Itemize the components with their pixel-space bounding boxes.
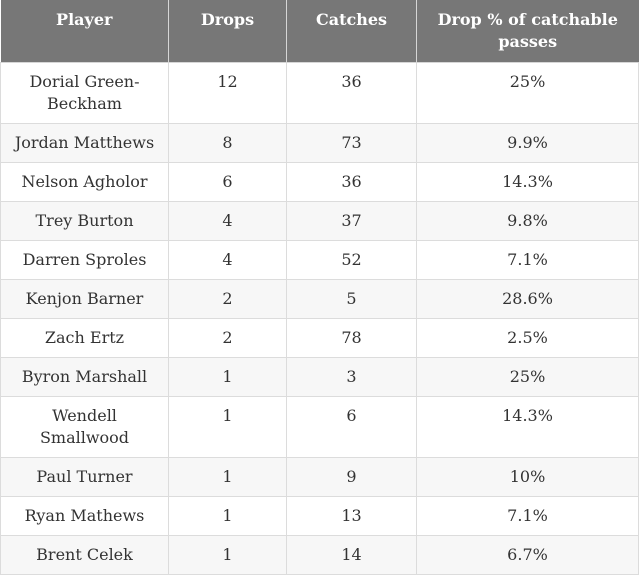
cell-player: Byron Marshall: [0, 357, 169, 397]
cell-catches: 78: [286, 318, 417, 358]
header-drop-percentage: Drop % of catchable passes: [416, 0, 639, 63]
cell-drop-percentage: 10%: [416, 457, 639, 497]
cell-player: Wendell Smallwood: [0, 396, 169, 458]
cell-catches: 5: [286, 279, 417, 319]
cell-catches: 73: [286, 123, 417, 163]
cell-drops: 8: [168, 123, 287, 163]
table-row: Darren Sproles 4 52 7.1%: [0, 240, 639, 280]
cell-drop-percentage: 7.1%: [416, 496, 639, 536]
cell-drops: 2: [168, 279, 287, 319]
cell-drop-percentage: 2.5%: [416, 318, 639, 358]
header-catches: Catches: [286, 0, 417, 63]
cell-player: Trey Burton: [0, 201, 169, 241]
cell-player: Dorial Green-Beckham: [0, 62, 169, 124]
cell-catches: 14: [286, 535, 417, 575]
table-row: Nelson Agholor 6 36 14.3%: [0, 162, 639, 202]
table-row: Trey Burton 4 37 9.8%: [0, 201, 639, 241]
cell-player: Darren Sproles: [0, 240, 169, 280]
table-body: Dorial Green-Beckham 12 36 25% Jordan Ma…: [0, 62, 639, 575]
cell-drop-percentage: 14.3%: [416, 162, 639, 202]
table-row: Brent Celek 1 14 6.7%: [0, 535, 639, 575]
table-row: Paul Turner 1 9 10%: [0, 457, 639, 497]
cell-catches: 36: [286, 62, 417, 124]
cell-drops: 12: [168, 62, 287, 124]
header-row: Player Drops Catches Drop % of catchable…: [0, 0, 639, 63]
table-row: Wendell Smallwood 1 6 14.3%: [0, 396, 639, 458]
cell-drop-percentage: 7.1%: [416, 240, 639, 280]
cell-catches: 6: [286, 396, 417, 458]
cell-catches: 37: [286, 201, 417, 241]
table-row: Byron Marshall 1 3 25%: [0, 357, 639, 397]
cell-player: Zach Ertz: [0, 318, 169, 358]
table-row: Jordan Matthews 8 73 9.9%: [0, 123, 639, 163]
cell-drop-percentage: 25%: [416, 62, 639, 124]
cell-drops: 2: [168, 318, 287, 358]
cell-player: Paul Turner: [0, 457, 169, 497]
cell-drop-percentage: 6.7%: [416, 535, 639, 575]
cell-drop-percentage: 28.6%: [416, 279, 639, 319]
cell-player: Jordan Matthews: [0, 123, 169, 163]
cell-drop-percentage: 14.3%: [416, 396, 639, 458]
cell-catches: 9: [286, 457, 417, 497]
cell-player: Brent Celek: [0, 535, 169, 575]
cell-drops: 1: [168, 457, 287, 497]
cell-catches: 36: [286, 162, 417, 202]
cell-catches: 3: [286, 357, 417, 397]
cell-player: Ryan Mathews: [0, 496, 169, 536]
cell-drop-percentage: 9.9%: [416, 123, 639, 163]
header-player: Player: [0, 0, 169, 63]
cell-drops: 1: [168, 396, 287, 458]
cell-drops: 6: [168, 162, 287, 202]
cell-drops: 1: [168, 357, 287, 397]
table-row: Zach Ertz 2 78 2.5%: [0, 318, 639, 358]
cell-drop-percentage: 9.8%: [416, 201, 639, 241]
cell-drops: 4: [168, 240, 287, 280]
table-row: Ryan Mathews 1 13 7.1%: [0, 496, 639, 536]
cell-drops: 4: [168, 201, 287, 241]
cell-player: Kenjon Barner: [0, 279, 169, 319]
cell-drops: 1: [168, 535, 287, 575]
cell-drop-percentage: 25%: [416, 357, 639, 397]
cell-catches: 13: [286, 496, 417, 536]
cell-catches: 52: [286, 240, 417, 280]
table-row: Kenjon Barner 2 5 28.6%: [0, 279, 639, 319]
table-header: Player Drops Catches Drop % of catchable…: [0, 0, 639, 63]
cell-drops: 1: [168, 496, 287, 536]
header-drops: Drops: [168, 0, 287, 63]
cell-player: Nelson Agholor: [0, 162, 169, 202]
table-row: Dorial Green-Beckham 12 36 25%: [0, 62, 639, 124]
